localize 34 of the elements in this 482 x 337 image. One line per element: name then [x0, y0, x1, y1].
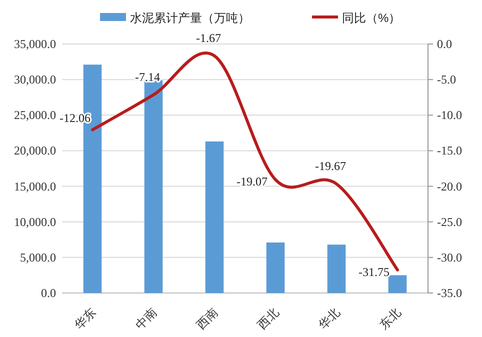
bar: [266, 242, 285, 293]
y-tick-label: 35,000.0: [14, 37, 56, 51]
x-tick-label: 华北: [316, 305, 343, 332]
y-tick-label: 25,000.0: [14, 108, 56, 122]
x-tick-label: 西南: [194, 305, 221, 332]
y2-tick-label: -35.0: [437, 286, 462, 300]
y2-tick-label: -10.0: [437, 108, 462, 122]
y-tick-label: 20,000.0: [14, 144, 56, 158]
data-label: -7.14: [135, 70, 160, 84]
y2-tick-label: -30.0: [437, 250, 462, 264]
bar: [205, 141, 224, 293]
data-label: -19.07: [236, 174, 268, 189]
y2-tick-label: -20.0: [437, 179, 462, 194]
y-tick-label: 0.0: [41, 286, 56, 300]
y-tick-label: 15,000.0: [14, 179, 56, 194]
data-label: -31.75: [358, 264, 390, 279]
bar: [388, 275, 407, 293]
data-label: -1.67: [196, 30, 221, 45]
legend-label: 水泥累计产量（万吨）: [130, 11, 250, 25]
x-tick-label: 西北: [254, 305, 282, 332]
bar: [144, 80, 163, 293]
y2-tick-label: 0.0: [437, 37, 452, 51]
legend-label: 同比（%）: [342, 11, 401, 25]
x-tick-label: 华东: [72, 305, 99, 332]
y2-tick-label: -5.0: [437, 72, 456, 87]
bar: [327, 244, 346, 293]
y-tick-label: 30,000.0: [14, 72, 56, 87]
data-label: -19.67: [315, 158, 346, 173]
y2-tick-label: -15.0: [437, 144, 462, 158]
y-tick-label: 10,000.0: [14, 214, 56, 229]
x-tick-label: 东北: [376, 305, 404, 332]
x-tick-label: 中南: [132, 305, 160, 332]
y2-tick-label: -25.0: [437, 214, 462, 229]
y-tick-label: 5,000.0: [20, 250, 56, 264]
